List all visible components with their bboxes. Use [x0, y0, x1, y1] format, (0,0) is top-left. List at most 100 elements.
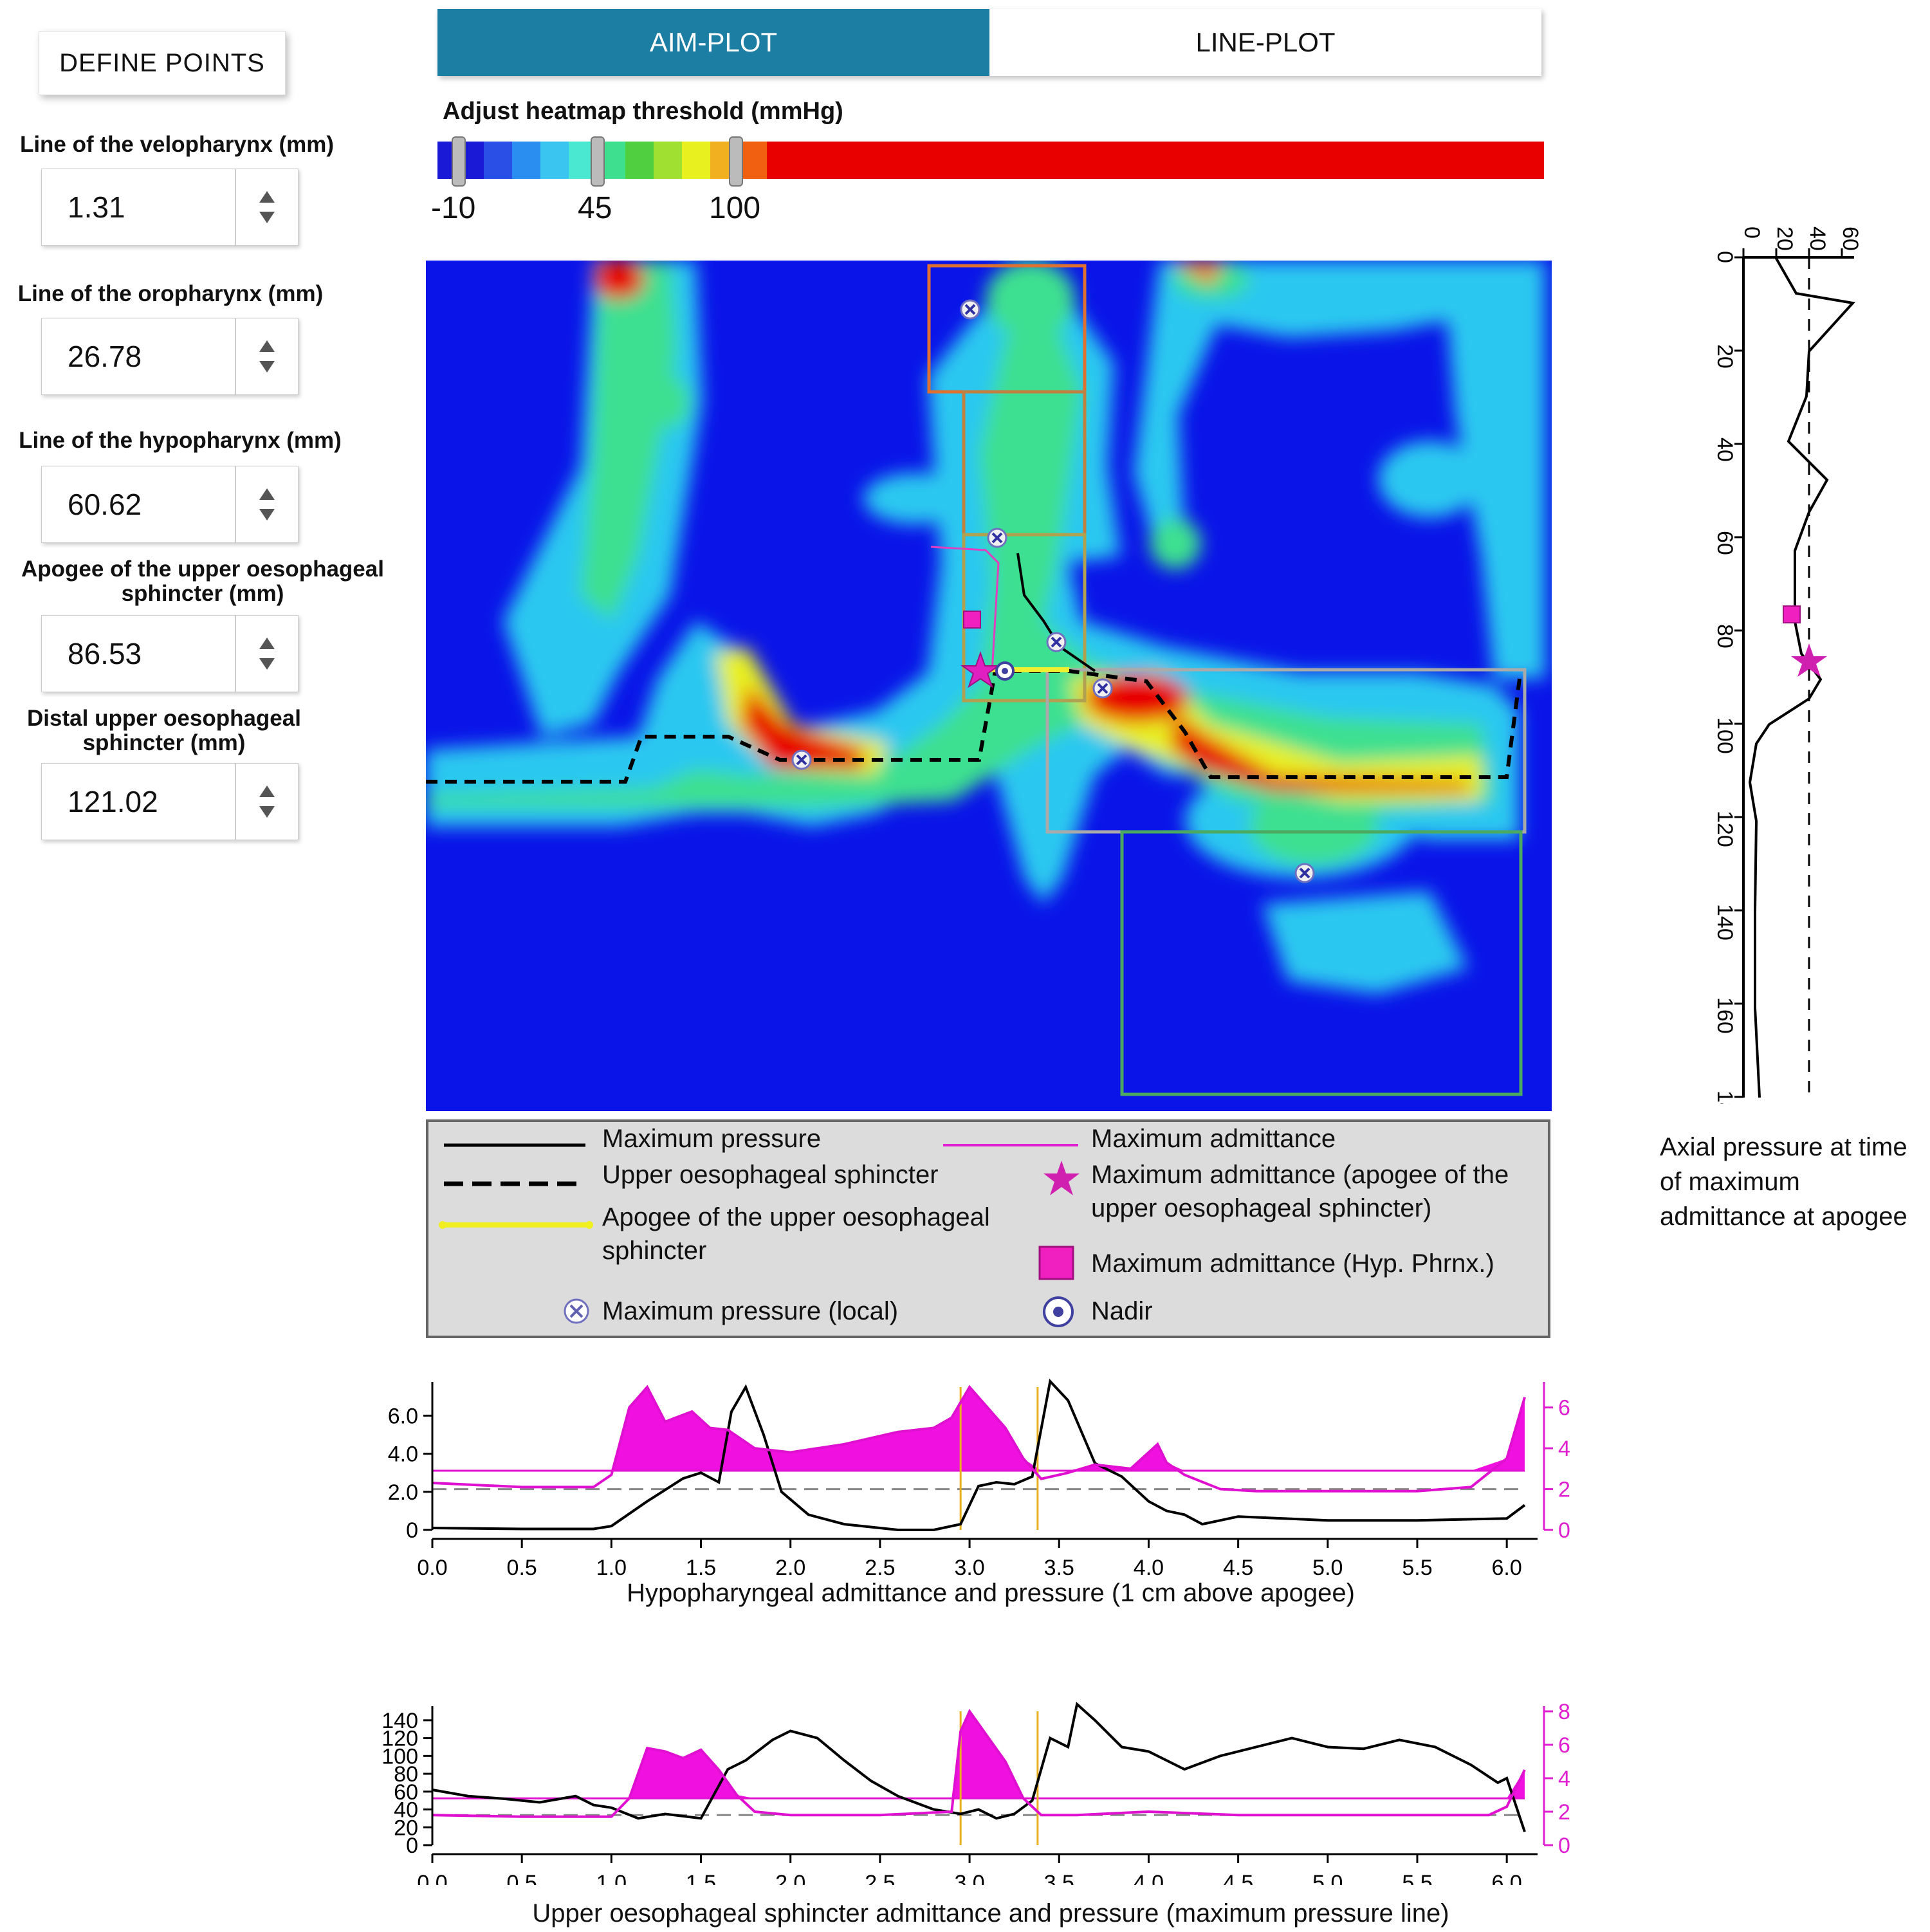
threshold-handle-mid[interactable]: [591, 136, 605, 187]
pressure-series-line: [432, 1378, 1526, 1531]
x-tick-label: 4.5: [1223, 1556, 1253, 1580]
arrow-down-icon[interactable]: [259, 361, 275, 373]
hypopharyngeal-chart-title: Hypopharyngeal admittance and pressure (…: [627, 1579, 1355, 1607]
cross-circle-icon: [564, 1298, 589, 1324]
legend-label: Maximum admittance (apogee of the upper …: [1091, 1161, 1509, 1222]
star-icon: [1043, 1161, 1080, 1195]
arrow-up-icon[interactable]: [259, 340, 275, 352]
axial-plot-caption: Axial pressure at time of maximum admitt…: [1660, 1133, 1907, 1231]
hyp-admittance-marker: [1783, 605, 1801, 623]
hypopharynx-value[interactable]: 60.62: [68, 488, 142, 521]
x-tick-label: 5.5: [1402, 1556, 1432, 1580]
apogee-admittance-star: [960, 650, 1001, 688]
arrow-up-icon[interactable]: [259, 638, 275, 649]
x-tick-label: 2.5: [865, 1556, 895, 1580]
threshold-colorbar[interactable]: [437, 142, 1544, 179]
arrow-down-icon[interactable]: [259, 509, 275, 520]
colorbar-segment: [739, 142, 767, 179]
y-right-tick-label: 2: [1558, 1800, 1570, 1825]
oropharynx-field[interactable]: 26.78: [41, 318, 299, 395]
arrow-down-icon[interactable]: [259, 658, 275, 670]
arrow-down-icon[interactable]: [259, 212, 275, 223]
x-tick-label: 6.0: [1492, 1871, 1522, 1885]
y-left-tick-label: 80: [394, 1762, 418, 1787]
square-icon: [1038, 1246, 1074, 1280]
x-tick-label: 4.0: [1134, 1871, 1164, 1885]
x-tick-label: 20: [1772, 226, 1797, 251]
colorbar-segment: [682, 142, 710, 179]
threshold-tick: 45: [578, 191, 612, 225]
heatmap-legend: Maximum pressure Upper oesophageal sphin…: [426, 1119, 1550, 1338]
x-tick-label: 4.0: [1134, 1556, 1164, 1580]
distal-ues-field[interactable]: 121.02: [41, 763, 299, 840]
y-tick-label: 20: [1713, 344, 1737, 369]
threshold-handle-high[interactable]: [729, 136, 743, 187]
legend-label: Maximum pressure: [602, 1125, 822, 1153]
region-box: [1120, 830, 1523, 1096]
y-right-tick-label: 6: [1558, 1396, 1570, 1421]
x-tick-label: 1.0: [596, 1871, 627, 1885]
arrow-up-icon[interactable]: [259, 488, 275, 500]
define-points-button[interactable]: DEFINE POINTS: [39, 31, 286, 95]
y-tick-label: 160: [1713, 997, 1737, 1034]
apogee-label: Apogee of the upper oesophageal sphincte…: [21, 557, 384, 606]
distal-ues-stepper[interactable]: [235, 764, 298, 840]
legend-label: Maximum admittance (Hyp. Phrnx.): [1091, 1249, 1494, 1278]
legend-label: Nadir: [1091, 1297, 1153, 1325]
legend-dashed-line-icon: [444, 1181, 585, 1186]
y-left-tick-label: 20: [394, 1816, 418, 1840]
oropharynx-stepper[interactable]: [235, 318, 298, 394]
x-tick-label: 0.0: [417, 1556, 447, 1580]
colorbar-segment: [767, 142, 1544, 179]
ues-chart: 0.0 0.5 1.0 1.5 2.0 2.5 3.0 3.5 4.0 4.5 5.0 5.5 6.0 0…: [381, 1700, 1570, 1885]
legend-label: Maximum pressure (local): [602, 1297, 899, 1325]
hypopharynx-field[interactable]: 60.62: [41, 466, 299, 543]
y-left-tick-label: 120: [381, 1727, 418, 1751]
y-right-tick-label: 8: [1558, 1700, 1570, 1724]
oropharynx-value[interactable]: 26.78: [68, 340, 142, 373]
y-left-tick-label: 4.0: [388, 1442, 418, 1467]
hypopharynx-stepper[interactable]: [235, 466, 298, 542]
x-tick-label: 0.5: [507, 1556, 537, 1580]
arrow-down-icon[interactable]: [259, 806, 275, 818]
legend-yellow-line-icon: [439, 1221, 593, 1229]
velopharynx-field[interactable]: 1.31: [41, 169, 299, 246]
y-right-tick-label: 0: [1558, 1834, 1570, 1858]
arrow-up-icon[interactable]: [259, 191, 275, 203]
velopharynx-label: Line of the velopharynx (mm): [19, 132, 335, 157]
x-tick-label: 60: [1838, 226, 1862, 251]
y-right-tick-label: 0: [1558, 1518, 1570, 1543]
oropharynx-label: Line of the oropharynx (mm): [17, 281, 324, 306]
apogee-field[interactable]: 86.53: [41, 615, 299, 692]
threshold-tick: 100: [709, 191, 761, 225]
plot-tabs: AIM-PLOT LINE-PLOT: [437, 9, 1541, 76]
x-tick-label: 4.5: [1223, 1871, 1253, 1885]
threshold-handle-low[interactable]: [452, 136, 466, 187]
tab-line-plot[interactable]: LINE-PLOT: [989, 9, 1541, 76]
ues-chart-title: Upper oesophageal sphincter admittance a…: [532, 1899, 1449, 1927]
nadir-marker: [995, 661, 1015, 681]
y-tick-label: 120: [1713, 811, 1737, 847]
colorbar-segment: [540, 142, 569, 179]
aim-heatmap[interactable]: [426, 261, 1552, 1111]
axial-pressure-line: [1743, 256, 1855, 1098]
distal-ues-value[interactable]: 121.02: [68, 785, 158, 818]
y-tick-label: 40: [1713, 437, 1737, 462]
velopharynx-value[interactable]: 1.31: [68, 190, 125, 224]
x-tick-label: 5.0: [1312, 1871, 1343, 1885]
arrow-up-icon[interactable]: [259, 786, 275, 797]
y-tick-label: 80: [1713, 624, 1737, 649]
admittance-series-line: [432, 1385, 1526, 1493]
x-tick-label: 2.5: [865, 1871, 895, 1885]
apogee-value[interactable]: 86.53: [68, 637, 142, 670]
apogee-stepper[interactable]: [235, 616, 298, 692]
maximum-pressure-line: [1016, 553, 1096, 672]
x-tick-label: 6.0: [1492, 1556, 1522, 1580]
velopharynx-stepper[interactable]: [235, 169, 298, 245]
legend-magenta-line-icon: [943, 1144, 1078, 1146]
x-tick-label: 3.5: [1044, 1556, 1074, 1580]
y-right-tick-label: 4: [1558, 1437, 1570, 1461]
pressure-series-line: [432, 1702, 1526, 1832]
tab-aim-plot[interactable]: AIM-PLOT: [437, 9, 989, 76]
x-tick-label: 3.5: [1044, 1871, 1074, 1885]
